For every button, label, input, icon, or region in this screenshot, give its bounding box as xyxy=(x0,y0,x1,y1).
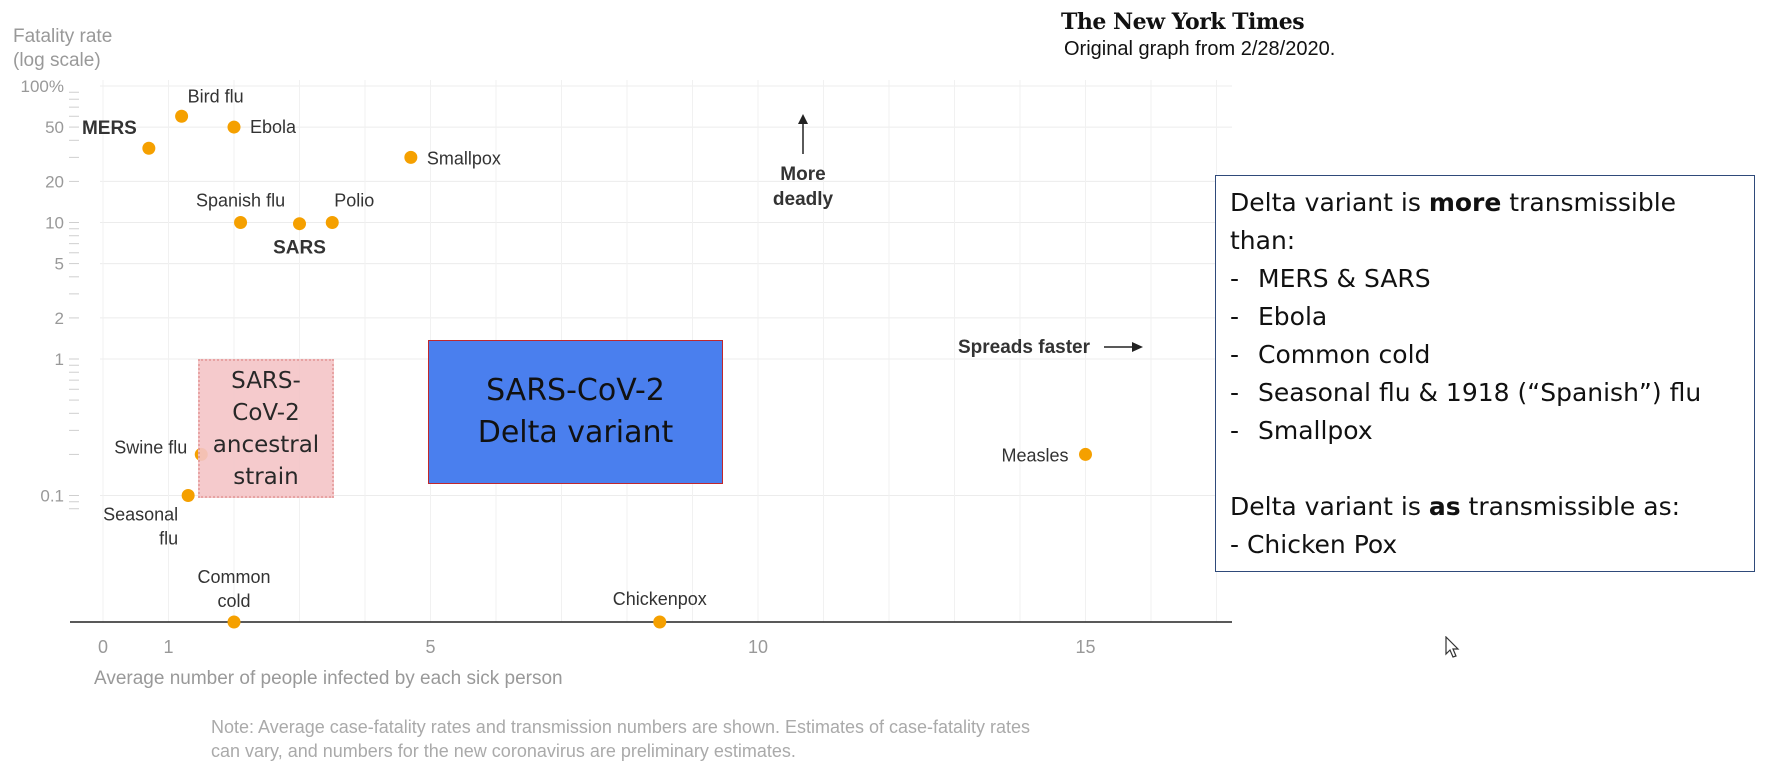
y-axis-label: (log scale) xyxy=(13,50,101,71)
delta-label-line: Delta variant xyxy=(477,415,674,450)
info-line: - Chicken Pox xyxy=(1230,530,1398,559)
list-item: - MERS & SARS xyxy=(1230,260,1740,298)
y-tick-label: 2 xyxy=(55,309,64,328)
graph-credit: Original graph from 2/28/2020. xyxy=(1064,38,1336,60)
y-axis-label: Fatality rate xyxy=(13,26,112,47)
data-point xyxy=(142,141,156,155)
x-tick-label: 15 xyxy=(1075,637,1095,657)
list-item-text: Seasonal flu & 1918 (“Spanish”) flu xyxy=(1258,378,1702,407)
arrow-right-icon xyxy=(1132,342,1143,352)
list-dash: - xyxy=(1230,340,1240,369)
info-line: Delta variant is as transmissible as: xyxy=(1230,488,1740,526)
list-item-text: Ebola xyxy=(1258,302,1328,331)
x-tick-label: 0 xyxy=(98,637,108,657)
point-label: Common xyxy=(197,567,270,587)
info-line: than: xyxy=(1230,226,1296,255)
spreads-faster-label: Spreads faster xyxy=(958,337,1091,358)
point-label: Bird flu xyxy=(188,86,244,106)
mouse-cursor-icon xyxy=(1445,636,1460,658)
data-point xyxy=(227,120,241,134)
point-label: Chickenpox xyxy=(613,589,707,609)
point-label: MERS xyxy=(82,118,137,139)
x-axis-label: Average number of people infected by eac… xyxy=(94,668,563,689)
data-point xyxy=(293,217,306,231)
list-item-text: Smallpox xyxy=(1258,416,1373,445)
point-label: Smallpox xyxy=(427,148,501,168)
ancestral-label-line: ancestral xyxy=(212,431,320,458)
info-line: Delta variant is more transmissible xyxy=(1230,184,1740,222)
more-deadly-label: deadly xyxy=(773,189,834,210)
arrow-up-icon xyxy=(798,114,808,124)
y-tick-label: 50 xyxy=(45,118,64,137)
info-text: Delta variant is xyxy=(1230,492,1429,521)
data-point xyxy=(1079,447,1092,461)
point-label: Ebola xyxy=(250,117,297,137)
point-label: Swine flu xyxy=(114,437,187,457)
data-point xyxy=(325,216,339,229)
list-item: - Ebola xyxy=(1230,298,1740,336)
list-dash: - xyxy=(1230,378,1240,407)
x-tick-label: 5 xyxy=(425,637,435,657)
data-point xyxy=(404,150,418,164)
ancestral-label-line: CoV-2 xyxy=(232,399,300,426)
note-text: can vary, and numbers for the new corona… xyxy=(211,741,796,761)
list-dash: - xyxy=(1230,302,1240,331)
data-point xyxy=(234,216,248,229)
spacer xyxy=(1230,450,1740,488)
y-tick-label: 5 xyxy=(55,255,64,274)
data-point xyxy=(181,489,195,502)
info-text: transmissible as: xyxy=(1460,492,1681,521)
data-point xyxy=(227,615,241,629)
data-point xyxy=(653,615,667,629)
list-item: - Smallpox xyxy=(1230,412,1740,450)
list-dash: - xyxy=(1230,264,1240,293)
y-tick-label: 10 xyxy=(45,214,64,233)
y-tick-label: 0.1 xyxy=(40,487,64,506)
info-list: - MERS & SARS - Ebola - Common cold - Season… xyxy=(1230,260,1740,450)
point-label: Polio xyxy=(334,191,374,211)
x-tick-label: 10 xyxy=(748,637,768,657)
list-item: - Common cold xyxy=(1230,336,1740,374)
note-text: Note: Average case-fatality rates and tr… xyxy=(211,717,1030,737)
info-text: transmissible xyxy=(1501,188,1677,217)
list-item-text: Common cold xyxy=(1258,340,1431,369)
point-label: flu xyxy=(159,529,178,549)
point-label: cold xyxy=(217,591,250,611)
y-tick-label: 100% xyxy=(21,77,64,96)
nyt-logo: The New York Times xyxy=(1061,9,1305,35)
point-label: Seasonal xyxy=(103,505,178,525)
ancestral-label-line: strain xyxy=(233,463,299,490)
delta-info-box: Delta variant is more transmissible than… xyxy=(1215,175,1755,572)
delta-label-line: SARS-CoV-2 xyxy=(486,373,665,408)
y-tick-label: 1 xyxy=(55,350,64,369)
x-tick-label: 1 xyxy=(163,637,173,657)
list-item-text: MERS & SARS xyxy=(1258,264,1431,293)
y-tick-label: 20 xyxy=(45,172,64,191)
info-bold: as xyxy=(1428,492,1461,521)
ancestral-strain-region: SARS- CoV-2 ancestral strain xyxy=(198,359,334,498)
more-deadly-label: More xyxy=(780,164,825,185)
info-bold: more xyxy=(1428,188,1502,217)
delta-variant-region: SARS-CoV-2 Delta variant xyxy=(428,340,723,484)
point-label: SARS xyxy=(273,238,326,259)
point-label: Measles xyxy=(1001,445,1068,465)
info-text: Delta variant is xyxy=(1230,188,1429,217)
point-label: Spanish flu xyxy=(196,191,285,211)
list-dash: - xyxy=(1230,416,1240,445)
ancestral-label-line: SARS- xyxy=(231,367,301,394)
list-item: - Seasonal flu & 1918 (“Spanish”) flu xyxy=(1230,374,1740,412)
data-point xyxy=(175,109,189,123)
